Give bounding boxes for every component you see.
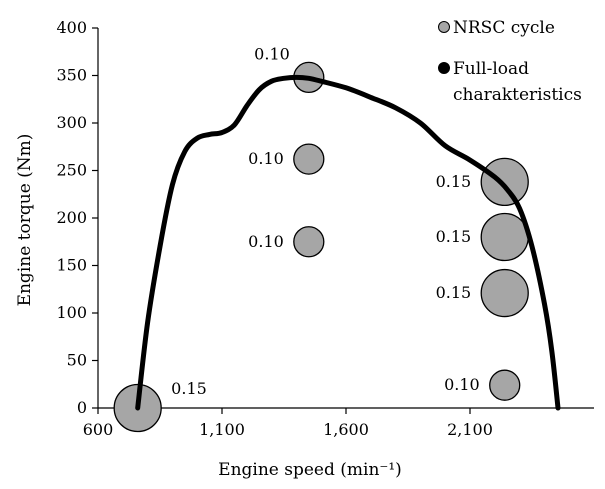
nrsc-bubble — [480, 212, 529, 262]
x-tick-label: 1,600 — [323, 420, 369, 439]
bubble-weight-label: 0.15 — [436, 283, 472, 302]
y-tick-label: 250 — [56, 161, 87, 180]
x-axis-title: Engine speed (min⁻¹) — [218, 460, 402, 480]
legend-label-full-load: Full-load — [453, 59, 529, 79]
y-tick-label: 350 — [56, 66, 87, 85]
y-tick-label: 150 — [56, 256, 87, 275]
nrsc-bubble — [293, 143, 325, 175]
x-tick-label: 600 — [83, 420, 114, 439]
legend: NRSC cycle Full-load charakteristics — [438, 18, 582, 105]
full-load-curve — [135, 74, 561, 411]
x-tick-label: 2,100 — [447, 420, 493, 439]
y-tick-label: 50 — [67, 351, 87, 370]
bubble-weight-label: 0.15 — [436, 227, 472, 246]
y-tick-label: 300 — [56, 113, 87, 132]
legend-label-full-load: charakteristics — [453, 85, 582, 105]
y-tick-label: 100 — [56, 303, 87, 322]
bubble-weight-label: 0.10 — [444, 375, 480, 394]
y-tick-label: 400 — [56, 18, 87, 37]
bubble-weight-label: 0.15 — [436, 172, 472, 191]
nrsc-bubble — [293, 226, 325, 258]
nrsc-bubble — [480, 157, 529, 207]
legend-marker-nrsc — [438, 21, 450, 33]
bubble-weight-label: 0.10 — [248, 232, 284, 251]
axes: 0 50 100 150 200 250 300 350 400 600 1,100 1,600 2,1… — [56, 18, 594, 439]
nrsc-bubble — [480, 268, 529, 318]
y-tick-label: 200 — [56, 208, 87, 227]
bubble-weight-label: 0.10 — [254, 44, 290, 63]
y-tick-label: 0 — [77, 398, 87, 417]
legend-marker-full-load — [438, 62, 450, 74]
bubble-weight-label: 0.10 — [248, 149, 284, 168]
nrsc-bubble — [489, 369, 521, 401]
legend-label-nrsc: NRSC cycle — [453, 18, 555, 38]
y-axis-title: Engine torque (Nm) — [15, 134, 35, 307]
x-tick-label: 1,100 — [199, 420, 245, 439]
bubble-weight-label: 0.15 — [171, 379, 207, 398]
plot-area: 0.15 0.10 0.10 0.10 0.15 0.15 0.15 0.10 — [113, 44, 561, 433]
